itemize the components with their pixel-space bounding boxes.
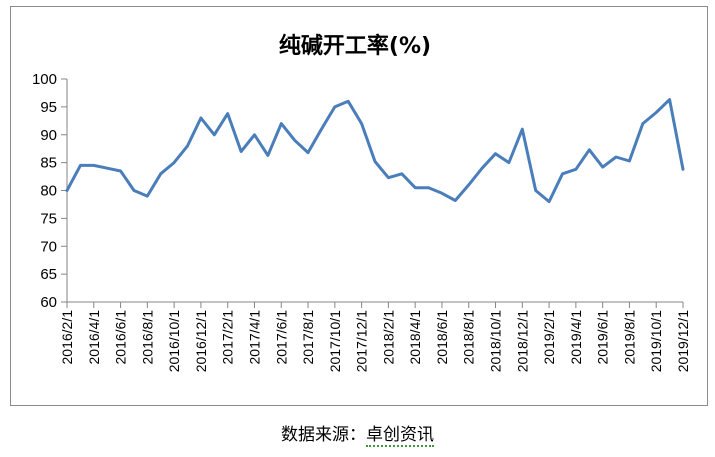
x-tick-label: 2019/10/1 (648, 310, 664, 372)
x-tick-label: 2018/2/1 (380, 310, 396, 365)
x-tick-label: 2019/4/1 (568, 310, 584, 365)
series-line (65, 98, 685, 204)
x-tick-label: 2017/12/1 (354, 310, 370, 372)
y-tick-label: 95 (40, 99, 57, 116)
x-tick-label: 2017/8/1 (300, 310, 316, 365)
x-tick-label: 2017/6/1 (273, 310, 289, 365)
x-tick-label: 2018/12/1 (514, 310, 530, 372)
x-axis: 2016/2/1 2016/4/1 2016/6/1 2016/8/1 2016/10/… (59, 301, 691, 372)
y-tick-label: 60 (40, 294, 57, 311)
y-tick-label: 90 (40, 127, 57, 144)
x-tick-label: 2019/12/1 (675, 310, 691, 372)
x-tick-label: 2017/4/1 (246, 310, 262, 365)
x-tick-label: 2017/10/1 (327, 310, 343, 372)
source-name: 卓创资讯 (366, 425, 434, 447)
x-tick-label: 2018/8/1 (461, 310, 477, 365)
chart-title: 纯碱开工率(%) (279, 33, 431, 59)
chart-frame: 纯碱开工率(%) 60 65 70 75 80 85 90 95 100 2016/2/1 201… (10, 6, 708, 406)
x-tick-label: 2016/8/1 (139, 310, 155, 365)
y-axis: 60 65 70 75 80 85 90 95 100 (32, 71, 68, 311)
x-tick-label: 2016/12/1 (193, 310, 209, 372)
y-tick-label: 70 (40, 238, 57, 255)
plot-lines (65, 98, 685, 204)
source-label: 数据来源： (281, 425, 366, 445)
x-tick-label: 2019/8/1 (621, 310, 637, 365)
x-tick-label: 2018/10/1 (488, 310, 504, 372)
x-tick-label: 2016/4/1 (86, 310, 102, 365)
x-tick-label: 2018/6/1 (434, 310, 450, 365)
x-tick-label: 2019/2/1 (541, 310, 557, 365)
x-tick-label: 2016/6/1 (113, 310, 129, 365)
x-tick-label: 2019/6/1 (595, 310, 611, 365)
y-tick-label: 100 (32, 71, 57, 88)
y-tick-label: 65 (40, 266, 57, 283)
y-tick-label: 80 (40, 183, 57, 200)
x-tick-label: 2018/4/1 (407, 310, 423, 365)
y-tick-label: 85 (40, 155, 57, 172)
x-tick-label: 2016/10/1 (166, 310, 182, 372)
source-note: 数据来源：卓创资讯 (0, 420, 715, 447)
y-tick-label: 75 (40, 210, 57, 227)
x-tick-label: 2016/2/1 (59, 310, 75, 365)
x-tick-label: 2017/2/1 (220, 310, 236, 365)
